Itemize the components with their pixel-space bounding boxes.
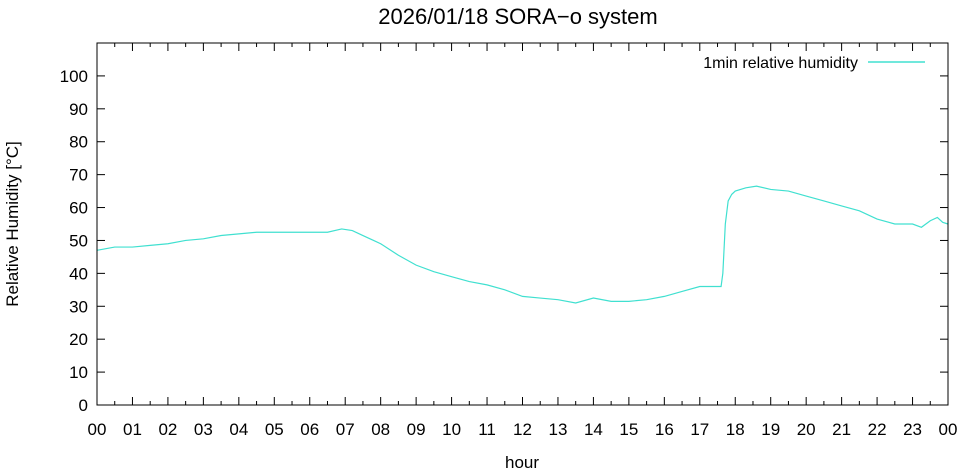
x-tick-label: 00 — [939, 420, 958, 439]
x-tick-label: 09 — [407, 420, 426, 439]
y-axis-tick-labels: 0 10 20 30 40 50 60 70 80 90 100 — [60, 67, 88, 415]
legend: 1min relative humidity — [703, 55, 925, 72]
x-tick-label: 23 — [903, 420, 922, 439]
x-tick-label: 04 — [229, 420, 248, 439]
y-tick-label: 0 — [79, 396, 88, 415]
x-tick-label: 18 — [726, 420, 745, 439]
y-tick-label: 30 — [69, 297, 88, 316]
y-axis-label: Relative Humidity [°C] — [3, 141, 22, 307]
x-tick-label: 06 — [300, 420, 319, 439]
x-tick-label: 12 — [513, 420, 532, 439]
y-tick-label: 60 — [69, 199, 88, 218]
y-tick-label: 100 — [60, 67, 88, 86]
x-tick-label: 08 — [371, 420, 390, 439]
x-tick-label: 05 — [265, 420, 284, 439]
x-tick-label: 14 — [584, 420, 603, 439]
x-tick-label: 11 — [478, 420, 496, 439]
x-tick-label: 19 — [761, 420, 780, 439]
x-tick-label: 07 — [336, 420, 355, 439]
chart-title: 2026/01/18 SORA−o system — [378, 4, 657, 29]
y-tick-label: 40 — [69, 264, 88, 283]
x-tick-label: 17 — [690, 420, 709, 439]
x-tick-label: 21 — [832, 420, 851, 439]
x-axis-tick-labels: 00 01 02 03 04 05 06 07 08 09 10 11 12 13 14 15 16 17 18 19… — [88, 420, 958, 439]
legend-label: 1min relative humidity — [703, 55, 858, 72]
x-tick-label: 20 — [797, 420, 816, 439]
y-tick-label: 20 — [69, 330, 88, 349]
x-tick-label: 13 — [548, 420, 567, 439]
x-axis-label: hour — [505, 453, 539, 471]
x-tick-label: 03 — [194, 420, 213, 439]
x-axis-ticks — [96, 43, 949, 405]
y-tick-label: 10 — [69, 363, 88, 382]
y-tick-label: 80 — [69, 133, 88, 152]
x-tick-label: 01 — [123, 420, 142, 439]
x-tick-label: 00 — [88, 420, 107, 439]
y-tick-label: 50 — [69, 231, 88, 250]
y-tick-label: 70 — [69, 166, 88, 185]
y-tick-label: 90 — [69, 100, 88, 119]
y-axis-ticks — [97, 75, 948, 406]
x-tick-label: 22 — [868, 420, 887, 439]
plot-area-frame — [96, 42, 949, 406]
x-tick-label: 02 — [158, 420, 177, 439]
series-line-humidity — [96, 185, 949, 304]
x-tick-label: 10 — [442, 420, 461, 439]
x-tick-label: 16 — [655, 420, 674, 439]
x-tick-label: 15 — [619, 420, 638, 439]
